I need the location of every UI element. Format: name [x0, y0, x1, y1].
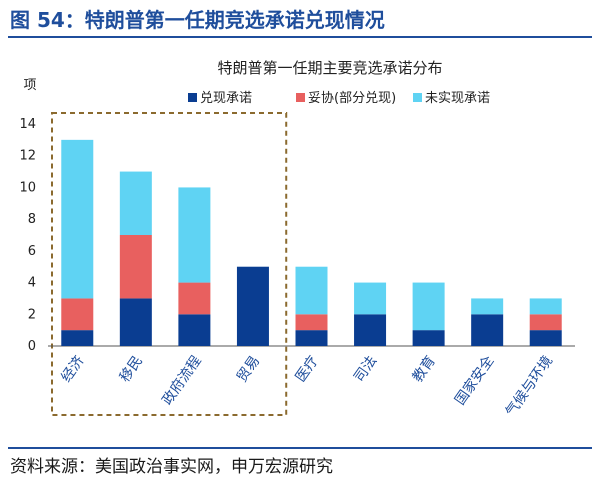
- highlight-rect: [51, 112, 288, 416]
- highlight-box: [51, 112, 288, 416]
- x-tick-label: 司法: [351, 353, 380, 385]
- x-tick-label: 气候与环境: [503, 353, 556, 420]
- x-tick-label: 国家安全: [451, 353, 497, 409]
- y-tick-label: 2: [28, 307, 36, 322]
- x-tick-label: 政府流程: [159, 353, 204, 408]
- x-tick-labels: 经济 移民 政府流程 贸易 医疗 司法 教育 国家安全 气候与环境: [58, 353, 556, 420]
- source-note: 资料来源：美国政治事实网，申万宏源研究: [10, 457, 333, 477]
- figure-title: 图 54：特朗普第一任期竞选承诺兑现情况: [10, 8, 385, 32]
- title-rule: [8, 36, 592, 38]
- legend-label: 未实现承诺: [425, 91, 490, 106]
- y-tick-label: 0: [28, 339, 36, 354]
- y-ticks: 0 2 4 6 8 10 12 14: [19, 117, 36, 354]
- bar-segment-1-7: [412, 330, 445, 346]
- bar-segment-3-7: [412, 282, 445, 331]
- bar-segment-1-2: [119, 298, 152, 346]
- y-tick-label: 12: [19, 149, 36, 164]
- legend-label: 兑现承诺: [200, 91, 252, 106]
- y-tick-label: 14: [19, 117, 36, 132]
- bar-segment-1-1: [61, 330, 94, 346]
- source-rule: [8, 447, 592, 449]
- chart-title: 特朗普第一任期主要竞选承诺分布: [217, 59, 442, 77]
- bar-segment-2-2: [119, 235, 152, 299]
- bar-segment-3-8: [471, 298, 504, 315]
- bar-segment-3-1: [61, 139, 94, 299]
- bar-segment-1-3: [178, 314, 211, 346]
- bars: [61, 139, 562, 346]
- legend-label: 妥协(部分兑现): [308, 91, 396, 106]
- bar-segment-2-3: [178, 282, 211, 315]
- bar-segment-1-8: [471, 314, 504, 346]
- bar-segment-1-4: [236, 266, 269, 346]
- bar-segment-1-9: [529, 330, 562, 346]
- legend-swatch: [188, 93, 197, 102]
- bar-segment-3-6: [354, 282, 387, 315]
- bar-segment-1-5: [295, 330, 328, 346]
- x-tick-label: 教育: [410, 353, 439, 385]
- legend: 兑现承诺 妥协(部分兑现) 未实现承诺: [188, 91, 490, 106]
- bar-segment-2-5: [295, 314, 328, 331]
- bar-segment-2-9: [529, 314, 562, 331]
- bar-segment-3-5: [295, 266, 328, 315]
- bar-segment-3-9: [529, 298, 562, 315]
- bar-segment-1-6: [354, 314, 387, 346]
- y-tick-label: 4: [28, 276, 36, 291]
- y-axis-label: 项: [23, 78, 36, 93]
- x-tick-label: 贸易: [234, 353, 263, 385]
- chart: 特朗普第一任期主要竞选承诺分布 项 兑现承诺 妥协(部分兑现) 未实现承诺 0 2 4 6…: [19, 59, 575, 420]
- x-tick-label: 医疗: [293, 353, 322, 385]
- x-tick-label: 移民: [117, 353, 146, 385]
- x-tick-label: 经济: [58, 353, 87, 385]
- bar-segment-2-1: [61, 298, 94, 331]
- bar-segment-3-2: [119, 171, 152, 235]
- y-tick-label: 10: [19, 180, 36, 195]
- bar-segment-3-3: [178, 187, 211, 283]
- y-tick-label: 8: [28, 212, 36, 227]
- legend-swatch: [413, 93, 422, 102]
- y-tick-label: 6: [28, 244, 36, 259]
- legend-swatch: [296, 93, 305, 102]
